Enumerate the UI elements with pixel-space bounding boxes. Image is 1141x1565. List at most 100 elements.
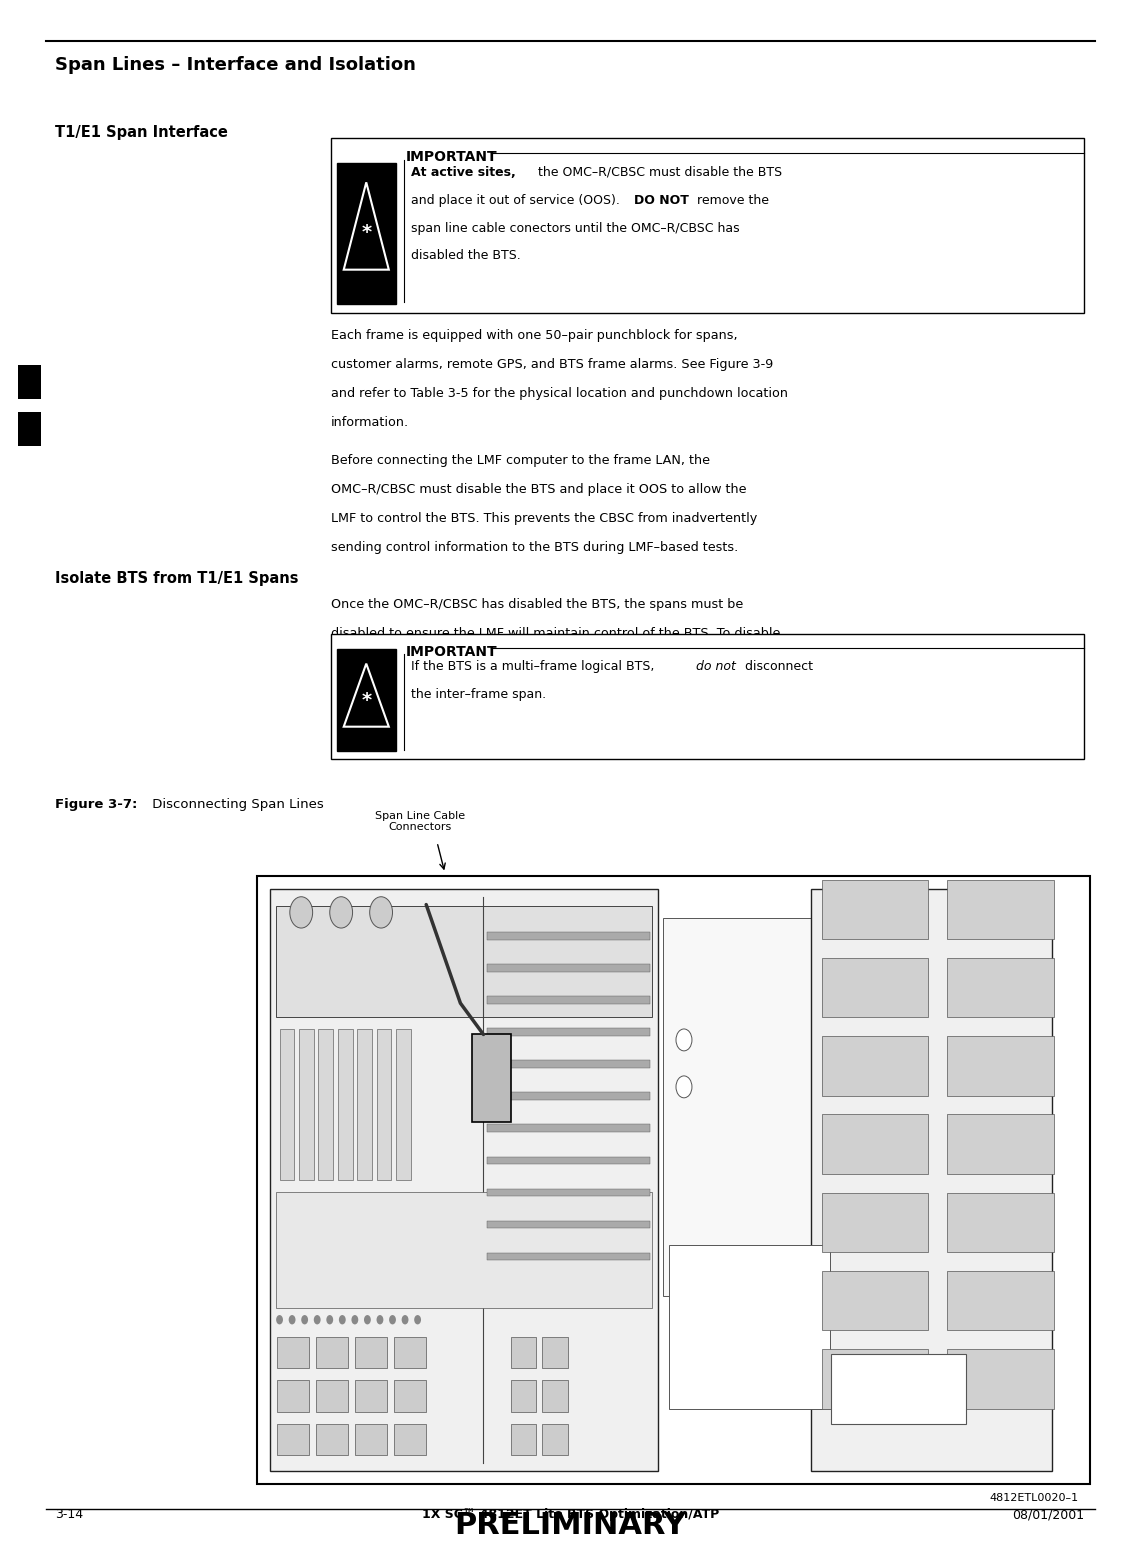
Bar xyxy=(663,919,835,1296)
Text: At active sites,: At active sites, xyxy=(411,166,516,178)
Bar xyxy=(822,1193,929,1252)
Bar xyxy=(355,1337,387,1368)
Bar xyxy=(337,649,396,751)
Bar xyxy=(542,1337,567,1368)
Circle shape xyxy=(364,1315,371,1324)
Bar xyxy=(277,1380,309,1412)
Text: Isolate BTS from T1/E1 Spans: Isolate BTS from T1/E1 Spans xyxy=(55,571,298,587)
Bar xyxy=(831,1354,966,1424)
Text: the inter–frame span.: the inter–frame span. xyxy=(411,689,545,701)
Bar xyxy=(822,1114,929,1174)
Text: 3-14: 3-14 xyxy=(55,1509,83,1521)
Bar xyxy=(487,964,650,972)
Bar xyxy=(316,1424,348,1455)
Bar xyxy=(947,1114,1053,1174)
Text: the spans, disconnect the cable connector for the BTS–to–CBSC: the spans, disconnect the cable connecto… xyxy=(331,656,738,668)
Bar xyxy=(355,1424,387,1455)
Bar xyxy=(318,1028,333,1180)
Text: and refer to Table 3-5 for the physical location and punchdown location: and refer to Table 3-5 for the physical … xyxy=(331,387,788,399)
Bar xyxy=(487,997,650,1005)
Bar xyxy=(822,880,929,939)
Bar xyxy=(394,1380,426,1412)
Bar xyxy=(257,876,1090,1484)
Bar xyxy=(355,1380,387,1412)
Bar xyxy=(472,1034,510,1122)
Bar xyxy=(338,1028,353,1180)
Text: *: * xyxy=(362,690,371,709)
Bar xyxy=(822,1036,929,1095)
Text: 1X SC™ 4812ET Lite BTS Optimization/ATP: 1X SC™ 4812ET Lite BTS Optimization/ATP xyxy=(422,1509,719,1521)
Circle shape xyxy=(351,1315,358,1324)
Bar xyxy=(669,1246,830,1408)
Bar xyxy=(394,1424,426,1455)
Text: OMC–R/CBSC must disable the BTS and place it OOS to allow the: OMC–R/CBSC must disable the BTS and plac… xyxy=(331,482,746,496)
Bar xyxy=(396,1028,411,1180)
Bar xyxy=(337,163,396,304)
Bar xyxy=(510,1337,535,1368)
Text: IMPORTANT: IMPORTANT xyxy=(406,150,497,164)
Bar xyxy=(280,1028,294,1180)
Bar xyxy=(510,1424,535,1455)
Bar xyxy=(947,958,1053,1017)
Text: 3: 3 xyxy=(24,413,35,432)
Bar xyxy=(276,906,652,1017)
Bar xyxy=(316,1380,348,1412)
Text: Before connecting the LMF computer to the frame LAN, the: Before connecting the LMF computer to th… xyxy=(331,454,710,466)
Bar xyxy=(377,1028,391,1180)
Bar xyxy=(331,634,1084,759)
Bar xyxy=(822,1271,929,1330)
Circle shape xyxy=(377,1315,383,1324)
Bar xyxy=(277,1424,309,1455)
Bar xyxy=(394,1337,426,1368)
Bar xyxy=(18,365,41,399)
Bar xyxy=(510,1380,535,1412)
Bar xyxy=(487,1028,650,1036)
Bar xyxy=(299,1028,314,1180)
Circle shape xyxy=(402,1315,408,1324)
Circle shape xyxy=(301,1315,308,1324)
Text: *: * xyxy=(362,224,371,243)
Circle shape xyxy=(289,1315,296,1324)
Bar xyxy=(487,1061,650,1069)
Circle shape xyxy=(330,897,353,928)
Text: Once the OMC–R/CBSC has disabled the BTS, the spans must be: Once the OMC–R/CBSC has disabled the BTS… xyxy=(331,598,743,610)
Bar xyxy=(487,1125,650,1133)
Text: PRELIMINARY: PRELIMINARY xyxy=(454,1510,687,1540)
Bar xyxy=(542,1424,567,1455)
Text: If the BTS is a multi–frame logical BTS,: If the BTS is a multi–frame logical BTS, xyxy=(411,660,658,673)
Circle shape xyxy=(389,1315,396,1324)
Bar xyxy=(947,1349,1053,1408)
Text: do not: do not xyxy=(696,660,736,673)
Text: Transcoder span at the Span I/O card (Figure 3-7).: Transcoder span at the Span I/O card (Fi… xyxy=(331,685,650,698)
Circle shape xyxy=(339,1315,346,1324)
Text: disabled to ensure the LMF will maintain control of the BTS. To disable: disabled to ensure the LMF will maintain… xyxy=(331,626,780,640)
Text: information.: information. xyxy=(331,415,408,429)
Text: disconnect: disconnect xyxy=(741,660,812,673)
Bar xyxy=(542,1380,567,1412)
Text: IMPORTANT: IMPORTANT xyxy=(406,645,497,659)
Bar xyxy=(331,138,1084,313)
Bar xyxy=(947,1193,1053,1252)
Text: Each frame is equipped with one 50–pair punchblock for spans,: Each frame is equipped with one 50–pair … xyxy=(331,329,737,341)
Bar xyxy=(487,1157,650,1164)
Text: Span Lines – Interface and Isolation: Span Lines – Interface and Isolation xyxy=(55,56,415,75)
Text: Span Line Cable
Connectors: Span Line Cable Connectors xyxy=(375,811,464,833)
Bar xyxy=(276,1191,652,1308)
Circle shape xyxy=(290,897,313,928)
Bar xyxy=(810,889,1052,1471)
Bar xyxy=(270,889,657,1471)
Bar xyxy=(487,1188,650,1196)
Text: span line cable conectors until the OMC–R/CBSC has: span line cable conectors until the OMC–… xyxy=(411,222,739,235)
Text: remove the: remove the xyxy=(693,194,769,207)
Bar xyxy=(18,412,41,446)
Text: DO NOT: DO NOT xyxy=(634,194,689,207)
Bar xyxy=(822,958,929,1017)
Bar xyxy=(357,1028,372,1180)
Circle shape xyxy=(326,1315,333,1324)
Bar xyxy=(487,1221,650,1229)
Circle shape xyxy=(414,1315,421,1324)
Text: and place it out of service (OOS).: and place it out of service (OOS). xyxy=(411,194,624,207)
Bar xyxy=(947,1036,1053,1095)
Bar xyxy=(487,1252,650,1260)
Text: customer alarms, remote GPS, and BTS frame alarms. See Figure 3-9: customer alarms, remote GPS, and BTS fra… xyxy=(331,357,774,371)
